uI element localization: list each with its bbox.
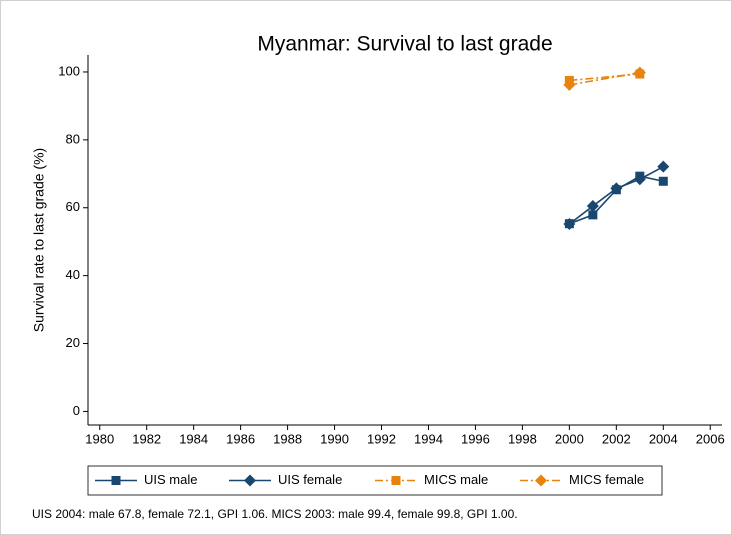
series-line — [569, 73, 640, 82]
data-point — [610, 182, 623, 195]
data-point — [633, 66, 646, 79]
note: UIS 2004: male 67.8, female 72.1, GPI 1.… — [32, 507, 518, 521]
x-tick-label: 2004 — [649, 431, 678, 446]
x-tick-label: 1998 — [508, 431, 537, 446]
series-line — [569, 71, 640, 86]
legend-label: UIS female — [278, 472, 342, 487]
data-point — [633, 173, 646, 186]
x-tick-label: 2006 — [696, 431, 725, 446]
legend-marker — [391, 476, 401, 485]
y-tick-label: 80 — [66, 131, 80, 146]
x-tick-label: 1992 — [367, 431, 396, 446]
y-axis-label: Survival rate to last grade (%) — [31, 148, 47, 332]
x-tick-label: 1984 — [179, 431, 208, 446]
x-tick-label: 1988 — [273, 431, 302, 446]
x-tick-label: 1990 — [320, 431, 349, 446]
x-tick-label: 2000 — [555, 431, 584, 446]
y-tick-label: 20 — [66, 335, 80, 350]
data-point — [563, 218, 576, 231]
legend-marker — [535, 474, 547, 487]
data-point — [657, 160, 670, 173]
legend-label: MICS male — [424, 472, 488, 487]
x-tick-label: 1986 — [226, 431, 255, 446]
y-tick-label: 0 — [73, 403, 80, 418]
chart-title: Myanmar: Survival to last grade — [257, 33, 552, 56]
data-point — [563, 78, 576, 91]
legend-label: MICS female — [569, 472, 644, 487]
x-tick-label: 2002 — [602, 431, 631, 446]
data-point — [586, 200, 599, 213]
data-point — [588, 210, 598, 220]
legend-marker — [111, 476, 121, 485]
x-tick-label: 1996 — [461, 431, 490, 446]
legend-label: UIS male — [144, 472, 197, 487]
y-tick-label: 40 — [66, 267, 80, 282]
y-tick-label: 100 — [58, 63, 80, 78]
y-tick-label: 60 — [66, 199, 80, 214]
x-tick-label: 1982 — [132, 431, 161, 446]
x-tick-label: 1994 — [414, 431, 443, 446]
x-tick-label: 1980 — [85, 431, 114, 446]
data-point — [658, 176, 668, 186]
legend-marker — [244, 474, 256, 487]
